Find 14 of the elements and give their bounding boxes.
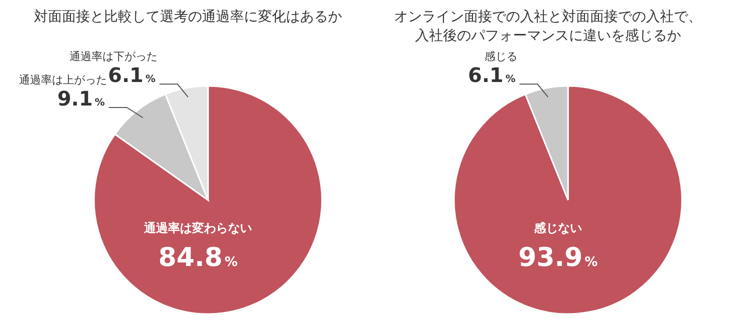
slice-label: 通過率は下がった bbox=[70, 50, 158, 64]
slice-label: 通過率は変わらない bbox=[143, 221, 252, 235]
slice-label: 通過率は上がった bbox=[18, 73, 107, 86]
data-label: 6.1% bbox=[468, 63, 516, 88]
chart-title: 対面面接と比較して選考の通過率に変化はあるか bbox=[33, 8, 343, 27]
data-label: 6.1% bbox=[108, 63, 156, 88]
slice-label: 感じる bbox=[484, 50, 518, 64]
data-label: 93.9% bbox=[518, 243, 598, 273]
pie-slice bbox=[453, 85, 683, 315]
pie-slice bbox=[93, 85, 323, 315]
data-label: 84.8% bbox=[158, 243, 238, 273]
data-label: 9.1% bbox=[57, 86, 105, 110]
chart-title: オンライン面接での入社と対面面接での入社で、入社後のパフォーマンスに違いを感じるか bbox=[393, 8, 703, 46]
slice-label: 感じない bbox=[533, 221, 582, 235]
